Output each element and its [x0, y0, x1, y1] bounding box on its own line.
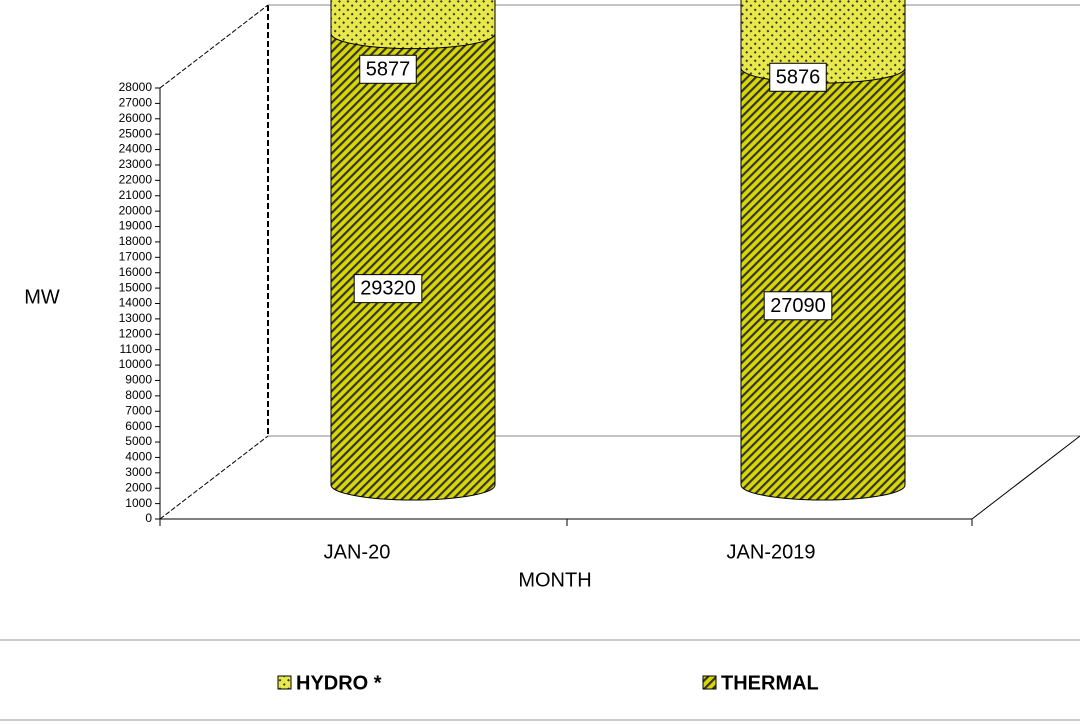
- data-label: 5876: [776, 66, 821, 88]
- y-tick-label: 28000: [119, 80, 153, 94]
- data-label-box: [359, 54, 417, 84]
- y-tick-label: 1000: [125, 496, 152, 510]
- y-tick-label: 13000: [119, 311, 153, 325]
- legend-swatch: [702, 675, 717, 690]
- cylinder-segment: [740, 52, 906, 501]
- y-tick-label: 20000: [119, 203, 153, 217]
- y-tick-label: 10000: [119, 357, 153, 371]
- data-label-box: [353, 274, 423, 304]
- y-tick-label: 21000: [119, 188, 153, 202]
- x-axis-title: MONTH: [518, 569, 591, 591]
- y-tick-label: 15000: [119, 280, 153, 294]
- side-wall-top: [159, 4, 269, 89]
- y-tick-label: 5000: [125, 434, 152, 448]
- plot: [330, 0, 906, 501]
- y-tick-label: 9000: [125, 373, 152, 387]
- data-label-box: [763, 291, 833, 321]
- floor-right: [971, 435, 1080, 520]
- y-tick-label: 4000: [125, 450, 152, 464]
- y-tick-label: 7000: [125, 403, 152, 417]
- legend-swatch: [277, 675, 292, 690]
- y-tick-label: 8000: [125, 388, 152, 402]
- y-tick-label: 12000: [119, 326, 153, 340]
- y-tick-label: 11000: [120, 342, 153, 356]
- y-tick-label: 26000: [119, 111, 153, 125]
- y-tick-label: 27000: [119, 96, 153, 110]
- y-tick-label: 19000: [119, 219, 153, 233]
- y-tick-label: 22000: [119, 173, 153, 187]
- data-label: 29320: [360, 278, 416, 300]
- x-tick-label: JAN-2019: [727, 541, 816, 563]
- y-tick-label: 6000: [125, 419, 152, 433]
- data-label: 5877: [366, 58, 411, 80]
- legend-label: THERMAL: [721, 672, 819, 694]
- cylinder-segment: [330, 18, 496, 501]
- legend-label: HYDRO *: [296, 672, 382, 694]
- y-tick-label: 2000: [125, 480, 152, 494]
- y-tick-label: 18000: [119, 234, 153, 248]
- y-tick-label: 14000: [119, 296, 153, 310]
- x-tick-label: JAN-20: [324, 541, 391, 563]
- frame: [0, 4, 1080, 721]
- data-label: 27090: [770, 295, 826, 317]
- y-tick-label: 25000: [119, 126, 153, 140]
- side-wall-bottom: [159, 435, 269, 520]
- y-tick-label: 23000: [119, 157, 153, 171]
- y-axis-title: MW: [24, 286, 60, 308]
- y-tick-label: 24000: [119, 142, 153, 156]
- y-tick-label: 17000: [119, 249, 153, 263]
- data-label-box: [769, 62, 827, 92]
- y-tick-label: 3000: [125, 465, 152, 479]
- y-tick-label: 16000: [119, 265, 153, 279]
- cylinder-segment: [330, 0, 496, 50]
- y-tick-label: 0: [145, 511, 152, 525]
